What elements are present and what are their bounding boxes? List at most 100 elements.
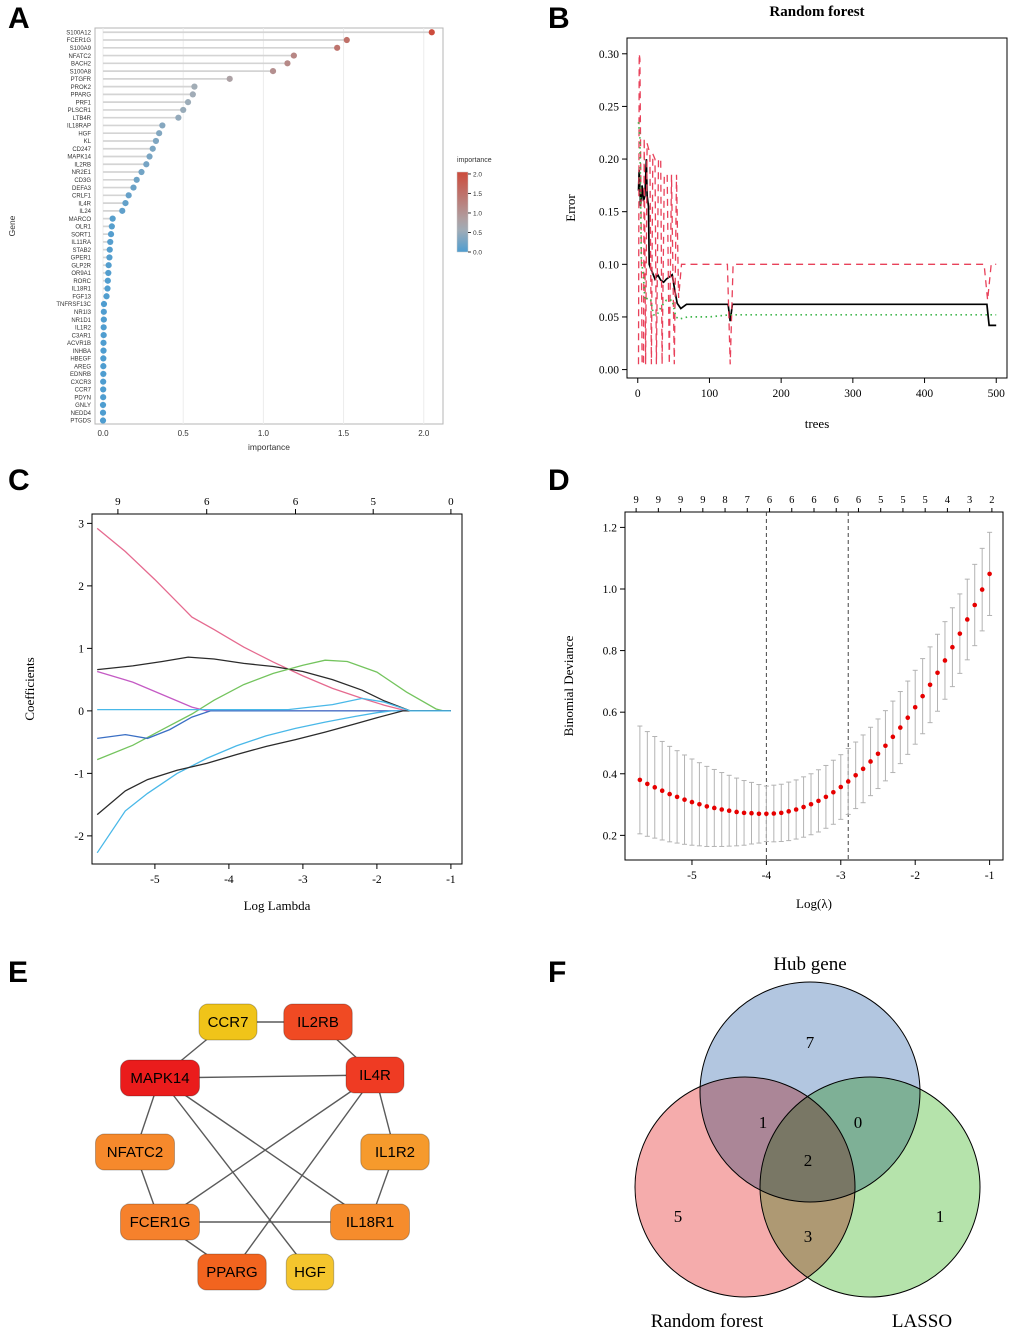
svg-text:9: 9	[633, 495, 638, 506]
svg-text:DEFA3: DEFA3	[72, 186, 92, 192]
gene-importance-lollipop-chart: 0.0 0.5 1.0 1.5 2.0 S100A12 FCER1G S100A9 NFATC2…	[7, 27, 492, 452]
svg-text:IL1R2: IL1R2	[75, 326, 92, 332]
svg-text:0: 0	[854, 1113, 863, 1132]
svg-text:PPARG: PPARG	[70, 93, 91, 99]
venn-diagram: 7 1 0 2 5 3 1 Hub gene Random forest LASSO	[634, 954, 981, 1332]
svg-text:CRLF1: CRLF1	[72, 194, 92, 200]
svg-text:GLP2R: GLP2R	[71, 263, 91, 269]
svg-text:GPER1: GPER1	[71, 256, 92, 262]
svg-text:IL18R1: IL18R1	[346, 1214, 394, 1231]
svg-text:1.0: 1.0	[603, 584, 618, 596]
svg-text:NFATC2: NFATC2	[107, 1144, 163, 1161]
svg-text:Random forest: Random forest	[651, 1311, 764, 1332]
svg-text:0.05: 0.05	[599, 312, 619, 324]
svg-text:NFATC2: NFATC2	[68, 54, 91, 60]
svg-text:0: 0	[448, 496, 454, 508]
svg-text:NR1D1: NR1D1	[71, 318, 91, 324]
svg-text:CXCR3: CXCR3	[71, 380, 92, 386]
svg-text:IL18RAP: IL18RAP	[67, 124, 91, 130]
svg-text:1: 1	[759, 1113, 768, 1132]
svg-text:9: 9	[115, 496, 121, 508]
svg-text:MAPK14: MAPK14	[67, 155, 91, 161]
hub-gene-network-diagram: CCR7 IL2RB MAPK14 IL4R NFATC2 IL1R2 FCER1G IL18…	[95, 1003, 430, 1291]
svg-text:300: 300	[844, 388, 862, 400]
panel-label-c: C	[8, 464, 30, 497]
svg-text:AREG: AREG	[74, 364, 91, 370]
svg-text:7: 7	[745, 495, 750, 506]
svg-text:5: 5	[900, 495, 905, 506]
svg-text:0.0: 0.0	[97, 429, 109, 438]
svg-text:3: 3	[967, 495, 972, 506]
svg-text:IL18R1: IL18R1	[72, 287, 92, 293]
svg-text:PDYN: PDYN	[74, 395, 91, 401]
svg-text:-5: -5	[150, 874, 160, 886]
svg-text:PLSCR1: PLSCR1	[68, 108, 92, 114]
svg-text:0.15: 0.15	[599, 207, 619, 219]
svg-text:0: 0	[78, 706, 84, 718]
svg-text:3: 3	[78, 518, 84, 530]
svg-text:1.0: 1.0	[258, 429, 270, 438]
svg-text:KL: KL	[84, 139, 92, 145]
svg-text:NR1I3: NR1I3	[74, 310, 92, 316]
svg-text:1: 1	[936, 1207, 945, 1226]
svg-text:IL2RB: IL2RB	[297, 1014, 339, 1031]
svg-text:ACVR1B: ACVR1B	[67, 341, 91, 347]
lasso-coefficients-chart: -5 -4 -3 -2 -1 -2 -1 0 1 2 3 9 6 6 5 0 Log Lambda Coeffic…	[22, 496, 463, 913]
svg-text:-1: -1	[985, 870, 995, 882]
svg-text:1: 1	[78, 643, 84, 655]
svg-text:BACH2: BACH2	[71, 62, 92, 68]
svg-text:6: 6	[293, 496, 299, 508]
svg-text:HBEGF: HBEGF	[70, 357, 91, 363]
svg-text:-3: -3	[836, 870, 846, 882]
svg-text:9: 9	[678, 495, 683, 506]
svg-text:400: 400	[916, 388, 934, 400]
svg-text:Gene: Gene	[7, 215, 17, 236]
svg-text:2: 2	[78, 581, 84, 593]
binomial-deviance-chart: -5 -4 -3 -2 -1 0.2 0.4 0.6 0.8 1.0 1.2 9 9 9 9 8 7 6 6 6 6 6 5…	[561, 495, 1004, 911]
svg-text:0.00: 0.00	[599, 365, 619, 377]
svg-text:IL4R: IL4R	[359, 1067, 391, 1084]
svg-text:EDNRB: EDNRB	[70, 372, 91, 378]
svg-text:3: 3	[804, 1227, 813, 1246]
svg-text:9: 9	[700, 495, 705, 506]
svg-text:500: 500	[988, 388, 1006, 400]
svg-text:-1: -1	[74, 768, 84, 780]
svg-text:2: 2	[989, 495, 994, 506]
svg-text:IL11RA: IL11RA	[71, 240, 91, 246]
svg-text:1.5: 1.5	[338, 429, 350, 438]
svg-text:PPARG: PPARG	[206, 1264, 257, 1281]
svg-text:0.10: 0.10	[599, 259, 619, 271]
svg-text:2.0: 2.0	[418, 429, 430, 438]
svg-text:-2: -2	[74, 831, 84, 843]
svg-text:GNLY: GNLY	[75, 403, 91, 409]
svg-text:OR9A1: OR9A1	[71, 271, 91, 277]
svg-text:LTB4R: LTB4R	[73, 116, 92, 122]
svg-text:0.6: 0.6	[603, 707, 618, 719]
svg-text:5: 5	[370, 496, 376, 508]
panel-label-b: B	[548, 2, 570, 35]
svg-text:-4: -4	[762, 870, 772, 882]
svg-text:6: 6	[789, 495, 794, 506]
svg-text:5: 5	[923, 495, 928, 506]
svg-text:MAPK14: MAPK14	[130, 1070, 189, 1087]
svg-text:0.0: 0.0	[473, 250, 482, 257]
svg-text:S100A12: S100A12	[66, 30, 91, 36]
svg-text:-1: -1	[446, 874, 456, 886]
svg-text:LASSO: LASSO	[892, 1311, 952, 1332]
svg-text:1.2: 1.2	[603, 522, 618, 534]
svg-text:Log(λ): Log(λ)	[796, 896, 832, 911]
svg-text:0: 0	[635, 388, 641, 400]
svg-text:S100A8: S100A8	[70, 69, 92, 75]
svg-text:0.2: 0.2	[603, 830, 618, 842]
svg-text:100: 100	[701, 388, 719, 400]
svg-text:9: 9	[656, 495, 661, 506]
svg-text:HGF: HGF	[78, 131, 91, 137]
svg-text:IL2RB: IL2RB	[74, 162, 91, 168]
svg-text:MARCO: MARCO	[69, 217, 92, 223]
svg-text:8: 8	[722, 495, 727, 506]
svg-text:CCR7: CCR7	[75, 388, 92, 394]
svg-text:FGF13: FGF13	[72, 294, 91, 300]
svg-text:2: 2	[804, 1151, 813, 1170]
svg-text:6: 6	[204, 496, 210, 508]
